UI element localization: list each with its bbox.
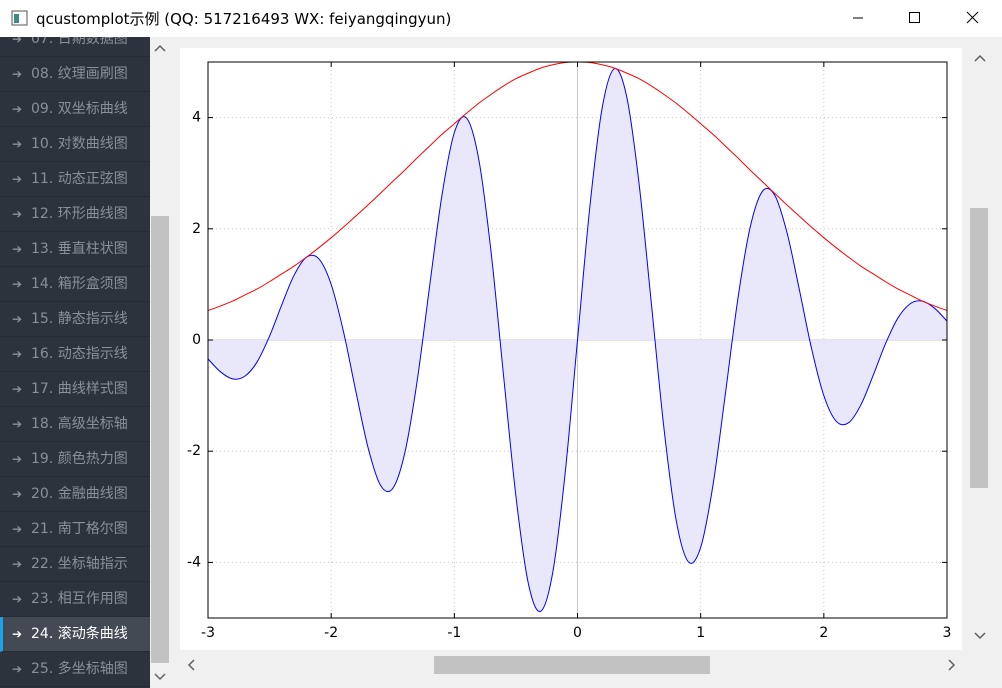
title-bar: qcustomplot示例 (QQ: 517216493 WX: feiyang…: [0, 0, 1002, 37]
v-scroll-thumb[interactable]: [970, 208, 988, 488]
h-scroll-left[interactable]: [187, 659, 195, 671]
x-tick-label: 3: [943, 625, 952, 641]
line-series: [207, 61, 948, 312]
nav-item[interactable]: 17. 曲线样式图: [0, 372, 150, 407]
scroll-up[interactable]: [154, 44, 166, 52]
nav-item[interactable]: 15. 静态指示线: [0, 302, 150, 337]
nav-item[interactable]: 21. 南丁格尔图: [0, 512, 150, 547]
v-scroll-up[interactable]: [974, 54, 986, 62]
window-decor: [11, 10, 988, 688]
nav-item[interactable]: 16. 动态指示线: [0, 337, 150, 372]
y-tick-label: 4: [192, 110, 201, 126]
nav-item[interactable]: 08. 纹理画刷图: [0, 57, 150, 92]
y-tick-label: 0: [192, 332, 201, 348]
x-tick-label: 1: [696, 625, 705, 641]
nav-item[interactable]: 11. 动态正弦图: [0, 162, 150, 197]
y-tick-label: -2: [187, 443, 201, 459]
nav-item[interactable]: 09. 双坐标曲线: [0, 92, 150, 127]
nav-item[interactable]: 14. 箱形盒须图: [0, 267, 150, 302]
window-title: qcustomplot示例 (QQ: 517216493 WX: feiyang…: [36, 10, 452, 28]
h-scroll-right[interactable]: [948, 659, 956, 671]
nav-item[interactable]: 22. 坐标轴指示: [0, 547, 150, 582]
y-tick-label: 2: [192, 221, 201, 237]
fill-area: [208, 68, 947, 612]
x-tick-label: 2: [819, 625, 828, 641]
nav-item[interactable]: 24. 滚动条曲线: [0, 616, 150, 652]
nav-item[interactable]: 18. 高级坐标轴: [0, 407, 150, 442]
x-tick-label: -2: [324, 625, 338, 641]
v-scroll-down[interactable]: [974, 632, 986, 640]
y-tick-label: -4: [187, 554, 201, 570]
h-scroll-thumb[interactable]: [434, 656, 710, 674]
x-tick-label: 0: [573, 625, 582, 641]
nav-item[interactable]: 10. 对数曲线图: [0, 127, 150, 162]
sidebar: 07. 日期数据图08. 纹理画刷图09. 双坐标曲线10. 对数曲线图11. …: [0, 37, 150, 688]
axis-frame: [207, 61, 948, 619]
scroll-down[interactable]: [154, 673, 166, 681]
nav-item[interactable]: 20. 金融曲线图: [0, 477, 150, 512]
nav-item[interactable]: 07. 日期数据图: [0, 37, 150, 57]
x-tick-label: -1: [447, 625, 461, 641]
plot-panel: [180, 48, 962, 650]
nav-item[interactable]: 13. 垂直柱状图: [0, 232, 150, 267]
nav-item[interactable]: 25. 多坐标轴图: [0, 652, 150, 687]
nav-item[interactable]: 23. 相互作用图: [0, 582, 150, 617]
x-tick-label: -3: [201, 625, 215, 641]
scroll-thumb[interactable]: [151, 216, 169, 663]
nav-item[interactable]: 19. 颜色热力图: [0, 442, 150, 477]
nav-item[interactable]: 12. 环形曲线图: [0, 197, 150, 232]
sidebar-scrollbar[interactable]: [150, 37, 170, 688]
line-series: [207, 68, 948, 612]
